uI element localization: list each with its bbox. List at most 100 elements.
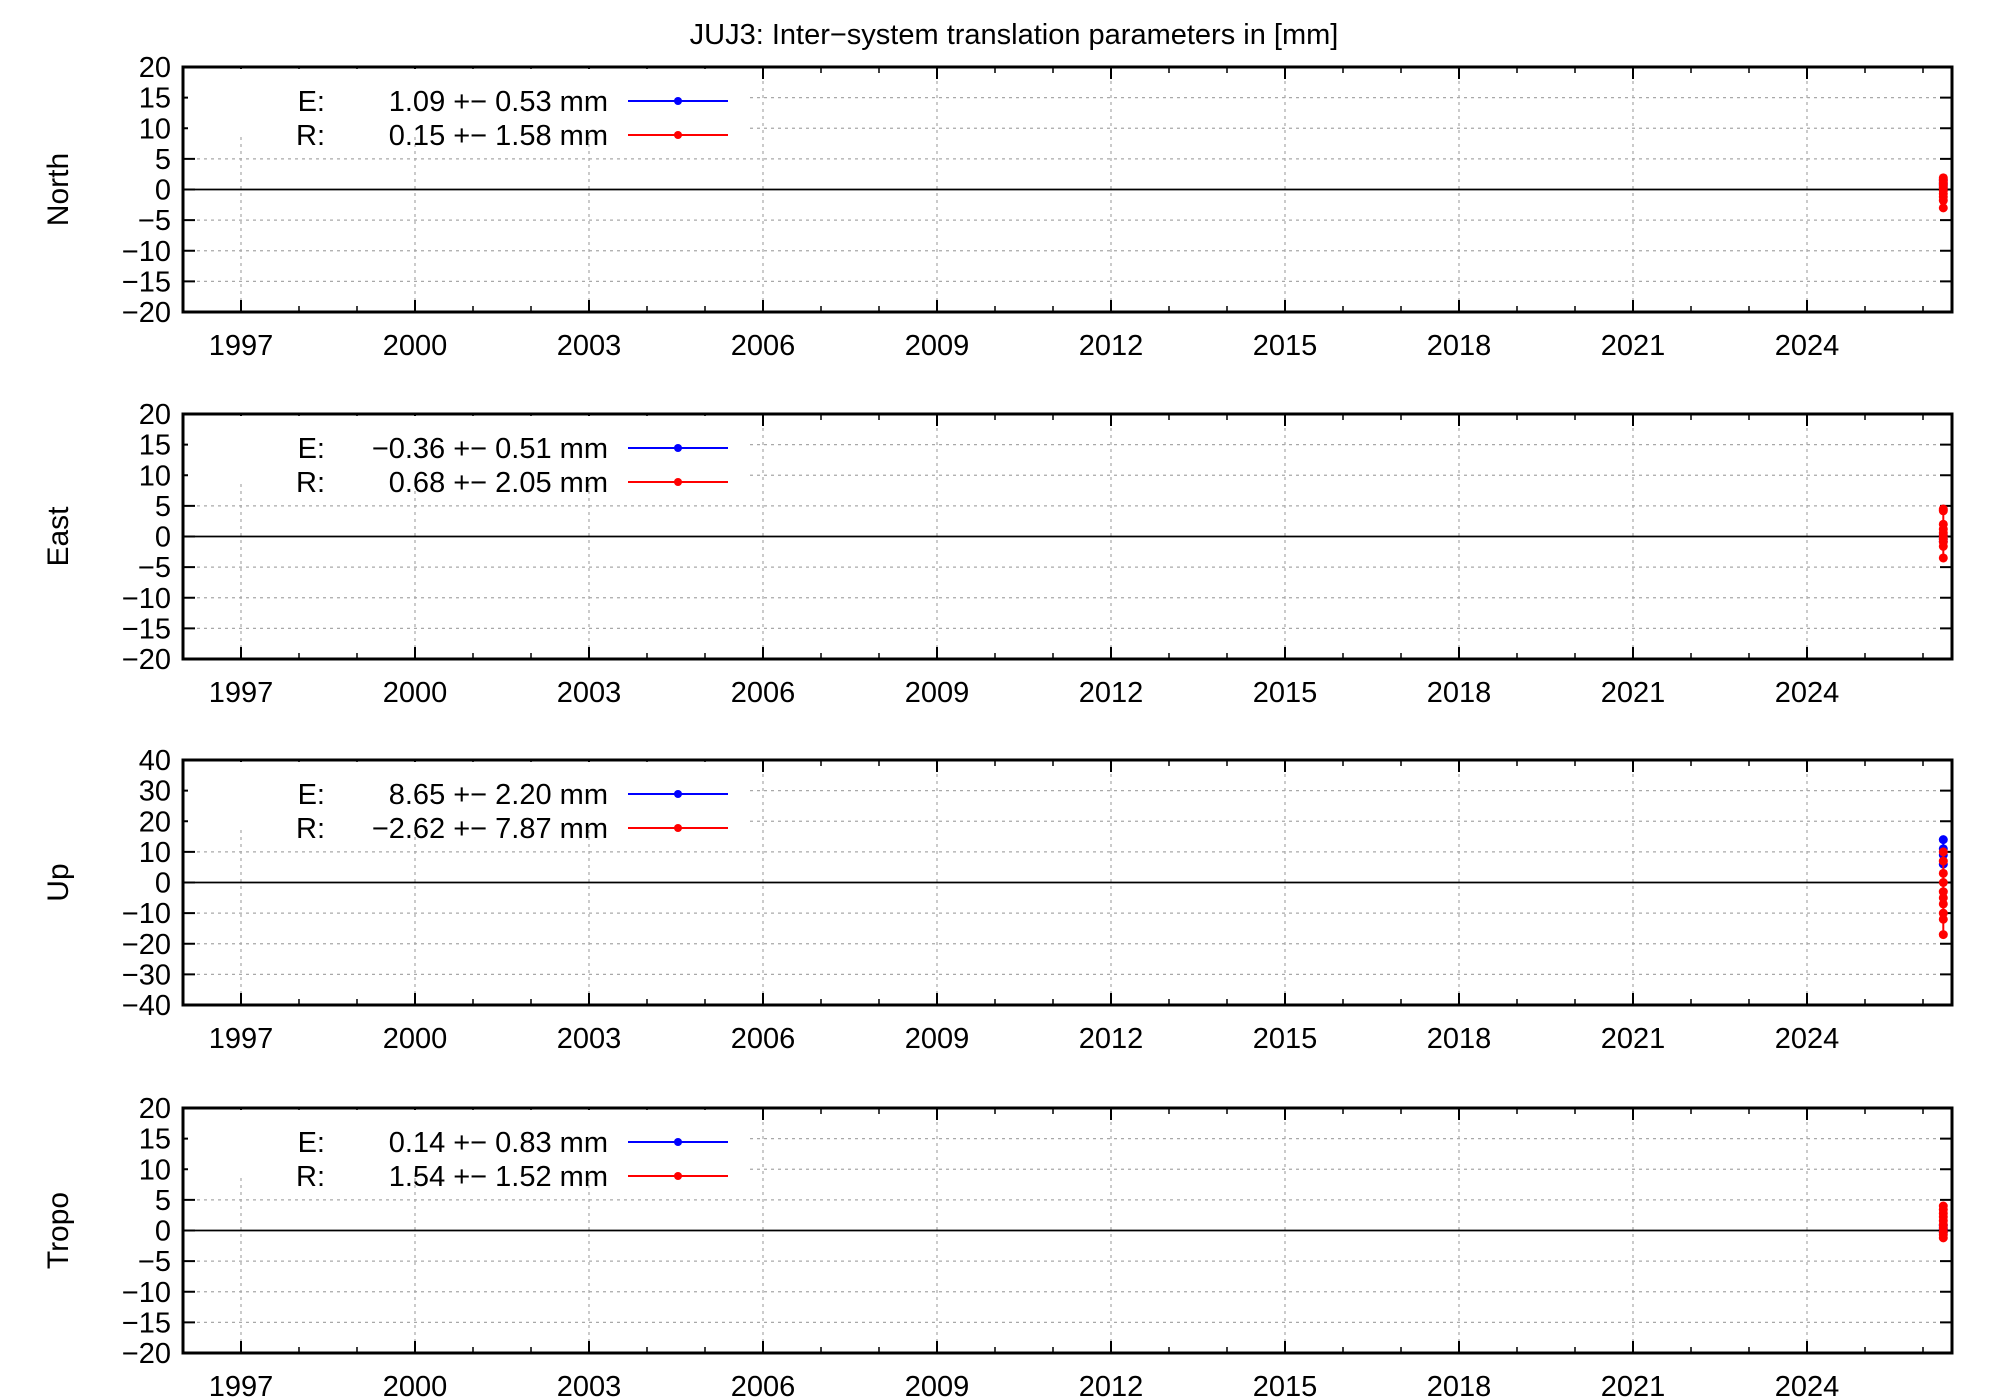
legend-name: E: <box>298 86 325 118</box>
y-tick-label: −20 <box>122 929 171 961</box>
x-tick-label: 1997 <box>209 330 274 362</box>
legend-stats: 1.09 +− 0.53 mm <box>389 86 608 118</box>
legend-marker <box>674 824 682 832</box>
legend-name: R: <box>296 813 325 845</box>
x-tick-label: 2006 <box>731 1371 796 1400</box>
y-tick-label: −15 <box>122 266 171 298</box>
y-tick-label: −15 <box>122 1307 171 1339</box>
y-tick-label: 10 <box>139 460 171 492</box>
legend-background <box>188 69 748 137</box>
plot-frame <box>181 65 1954 314</box>
data-point <box>1938 553 1948 563</box>
data-point <box>1938 930 1948 940</box>
x-tick-label: 2024 <box>1775 677 1840 709</box>
legend-name: R: <box>296 1161 325 1193</box>
data-point <box>1938 835 1948 845</box>
x-tick-label: 2018 <box>1427 1023 1492 1055</box>
legend-stats: −0.36 +− 0.51 mm <box>372 433 608 465</box>
y-tick-label: 15 <box>139 430 171 462</box>
x-tick-label: 2012 <box>1079 677 1144 709</box>
y-tick-label: 15 <box>139 83 171 115</box>
legend-stats: 0.14 +− 0.83 mm <box>389 1127 608 1159</box>
y-tick-label: 5 <box>155 144 171 176</box>
x-tick-label: 2015 <box>1253 1371 1318 1400</box>
data-point <box>1938 506 1948 516</box>
x-tick-label: 1997 <box>209 677 274 709</box>
data-point <box>1938 856 1948 866</box>
x-tick-label: 1997 <box>209 1023 274 1055</box>
data-point <box>1938 914 1948 924</box>
legend-marker <box>674 444 682 452</box>
y-tick-label: −40 <box>122 990 171 1022</box>
legend-background <box>188 1110 748 1178</box>
legend-name: E: <box>298 433 325 465</box>
legend-stats: 0.68 +− 2.05 mm <box>389 467 608 499</box>
y-tick-label: −20 <box>122 297 171 329</box>
x-tick-label: 2021 <box>1601 330 1666 362</box>
y-tick-label: −20 <box>122 644 171 676</box>
y-tick-label: −5 <box>138 1246 171 1278</box>
x-tick-label: 2000 <box>383 677 448 709</box>
data-point <box>1938 868 1948 878</box>
x-tick-label: 2009 <box>905 330 970 362</box>
figure-title: JUJ3: Inter−system translation parameter… <box>690 19 1339 51</box>
legend-marker <box>674 1172 682 1180</box>
y-tick-label: 20 <box>139 1093 171 1125</box>
y-tick-label: −30 <box>122 959 171 991</box>
y-tick-label: 0 <box>155 175 171 207</box>
data-point <box>1938 541 1948 551</box>
y-tick-label: 15 <box>139 1124 171 1156</box>
legend-marker <box>674 478 682 486</box>
data-point <box>1938 203 1948 213</box>
x-tick-label: 2015 <box>1253 1023 1318 1055</box>
y-axis-label: North <box>42 153 75 226</box>
y-tick-label: 20 <box>139 399 171 431</box>
y-tick-label: 0 <box>155 1216 171 1248</box>
legend-name: E: <box>298 779 325 811</box>
data-point <box>1938 847 1948 857</box>
y-tick-label: 10 <box>139 837 171 869</box>
plot-frame <box>181 758 1954 1007</box>
y-axis-label: Up <box>42 863 75 901</box>
x-tick-label: 2015 <box>1253 330 1318 362</box>
data-point <box>1938 878 1948 887</box>
legend-name: R: <box>296 467 325 499</box>
x-tick-label: 2006 <box>731 677 796 709</box>
y-tick-label: 0 <box>155 522 171 554</box>
x-tick-label: 2009 <box>905 677 970 709</box>
x-tick-label: 2015 <box>1253 677 1318 709</box>
x-tick-label: 2000 <box>383 1023 448 1055</box>
x-tick-label: 2003 <box>557 1371 622 1400</box>
x-tick-label: 2003 <box>557 330 622 362</box>
x-tick-label: 1997 <box>209 1371 274 1400</box>
y-tick-label: −10 <box>122 583 171 615</box>
x-tick-label: 2018 <box>1427 1371 1492 1400</box>
y-tick-label: −20 <box>122 1338 171 1370</box>
legend-marker <box>674 97 682 105</box>
legend-stats: 8.65 +− 2.20 mm <box>389 779 608 811</box>
x-tick-label: 2000 <box>383 1371 448 1400</box>
x-tick-label: 2021 <box>1601 677 1666 709</box>
data-point <box>1938 1233 1948 1243</box>
x-tick-label: 2009 <box>905 1371 970 1400</box>
y-tick-label: −10 <box>122 236 171 268</box>
legend-marker <box>674 790 682 798</box>
x-tick-label: 2009 <box>905 1023 970 1055</box>
x-tick-label: 2003 <box>557 677 622 709</box>
y-tick-label: 5 <box>155 1185 171 1217</box>
legend-marker <box>674 1138 682 1146</box>
plot-frame <box>181 412 1954 661</box>
y-tick-label: 10 <box>139 1154 171 1186</box>
y-tick-label: −5 <box>138 205 171 237</box>
x-tick-label: 2012 <box>1079 330 1144 362</box>
plot-frame <box>181 1106 1954 1355</box>
x-tick-label: 2012 <box>1079 1023 1144 1055</box>
legend-stats: −2.62 +− 7.87 mm <box>372 813 608 845</box>
y-tick-label: 30 <box>139 776 171 808</box>
x-tick-label: 2024 <box>1775 1023 1840 1055</box>
legend-background <box>188 762 748 830</box>
